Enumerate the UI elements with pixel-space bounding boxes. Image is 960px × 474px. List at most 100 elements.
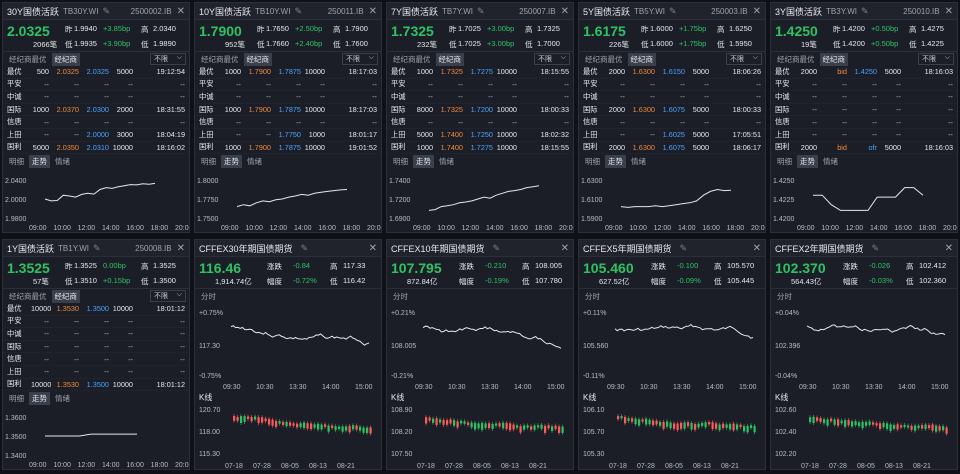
cell: -- [458, 117, 463, 127]
edit-icon[interactable]: ✎ [669, 5, 677, 16]
tab-sentiment[interactable]: 情绪 [55, 156, 70, 166]
edit-icon[interactable]: ✎ [861, 5, 869, 16]
close-icon[interactable]: ✕ [752, 5, 761, 17]
change: -0.026 [869, 261, 891, 270]
candle [257, 417, 260, 424]
tab-trend[interactable]: 走势 [797, 154, 818, 168]
filter-select[interactable]: 不限 ⌵ [534, 53, 570, 65]
candle [725, 424, 728, 428]
candle [750, 425, 753, 428]
candle [851, 421, 854, 427]
cell: 10000 [31, 304, 52, 314]
tab-detail[interactable]: 明细 [777, 156, 792, 166]
tab-best[interactable]: 经纪商最优 [585, 54, 623, 64]
x-tick: 07-28 [637, 463, 655, 470]
kline-label: K线 [583, 392, 596, 403]
tab-trend[interactable]: 走势 [413, 154, 434, 168]
cell: 最优 [7, 303, 22, 313]
tab-detail[interactable]: 明细 [393, 156, 408, 166]
tab-detail[interactable]: 明细 [9, 393, 24, 403]
x-tick: 15:00 [355, 384, 373, 391]
tab-sentiment[interactable]: 情绪 [823, 156, 838, 166]
fenshi-label[interactable]: 分时 [585, 291, 600, 301]
tab-detail[interactable]: 明细 [585, 156, 600, 166]
edit-icon[interactable]: ✎ [679, 242, 688, 253]
trend-line [44, 182, 156, 202]
filter-select[interactable]: 不限 ⌵ [150, 290, 186, 302]
tab-broker[interactable]: 经纪商 [51, 289, 80, 303]
tab-sentiment[interactable]: 情绪 [631, 156, 646, 166]
high: 102.412 [919, 261, 947, 270]
tab-detail[interactable]: 明细 [9, 156, 24, 166]
cell: -- [236, 130, 241, 140]
tab-trend[interactable]: 走势 [221, 154, 242, 168]
fenshi-label[interactable]: 分时 [201, 291, 216, 301]
cell: -- [296, 79, 301, 89]
y-tick: 1.4200 [773, 216, 795, 223]
edit-icon[interactable]: ✎ [871, 242, 880, 253]
cell: 18:16:03 [924, 67, 953, 77]
quote-row: 国际 1000 1.7900 1.7875 10000 18:17:03 [195, 104, 381, 117]
close-icon[interactable]: ✕ [944, 242, 953, 254]
tab-detail[interactable]: 明细 [201, 156, 216, 166]
tab-broker[interactable]: 经纪商 [627, 52, 656, 66]
filter-select[interactable]: 不限 ⌵ [150, 53, 186, 65]
close-icon[interactable]: ✕ [560, 5, 569, 17]
y-tick: 1.3400 [5, 453, 27, 460]
filter-select[interactable]: 不限 ⌵ [342, 53, 378, 65]
close-icon[interactable]: ✕ [560, 242, 569, 254]
tab-best[interactable]: 经纪商最优 [393, 54, 431, 64]
edit-icon[interactable]: ✎ [477, 5, 485, 16]
tab-sentiment[interactable]: 情绪 [55, 393, 70, 403]
candle [715, 423, 718, 429]
candle [352, 425, 355, 430]
panel-title: CFFEX10年期国债期货 [391, 243, 485, 254]
x-tick: 08-21 [721, 463, 739, 470]
x-tick: 14:00 [102, 225, 120, 232]
tab-best[interactable]: 经纪商最优 [201, 54, 239, 64]
cell: 5000 [692, 142, 709, 152]
filter-select[interactable]: 不限 ⌵ [918, 53, 954, 65]
y-tick: 1.9800 [5, 216, 27, 223]
fenshi-label[interactable]: 分时 [393, 291, 408, 301]
close-icon[interactable]: ✕ [368, 5, 377, 17]
tab-best[interactable]: 经纪商最优 [9, 291, 47, 301]
close-icon[interactable]: ✕ [368, 242, 377, 254]
low-value: 1.7660 [266, 39, 289, 48]
y-tick: 1.3500 [5, 434, 27, 441]
edit-icon[interactable]: ✎ [492, 242, 501, 253]
filter-select[interactable]: 不限 ⌵ [726, 53, 762, 65]
close-icon[interactable]: ✕ [176, 5, 185, 17]
candle [432, 418, 435, 423]
cell: -- [812, 79, 817, 89]
tab-sentiment[interactable]: 情绪 [247, 156, 262, 166]
edit-icon[interactable]: ✎ [300, 242, 309, 253]
close-icon[interactable]: ✕ [944, 5, 953, 17]
cell: 国际 [583, 104, 598, 114]
quote-row: 平安 -- -- -- -- -- [771, 79, 957, 92]
tab-broker[interactable]: 经纪商 [51, 52, 80, 66]
tab-best[interactable]: 经纪商最优 [777, 54, 815, 64]
edit-icon[interactable]: ✎ [93, 242, 101, 253]
cell: -- [458, 79, 463, 89]
tab-broker[interactable]: 经纪商 [819, 52, 848, 66]
cell: -- [896, 105, 901, 115]
edit-icon[interactable]: ✎ [294, 5, 302, 16]
tab-broker[interactable]: 经纪商 [435, 52, 464, 66]
close-icon[interactable]: ✕ [752, 242, 761, 254]
tab-best[interactable]: 经纪商最优 [9, 54, 47, 64]
cell: 5000 [416, 130, 433, 140]
tab-trend[interactable]: 走势 [29, 154, 50, 168]
chart-tabs: 明细 走势 情绪 [3, 391, 189, 405]
label-gao: 高 [333, 25, 341, 34]
fenshi-label[interactable]: 分时 [777, 291, 792, 301]
x-tick: 08-13 [309, 463, 327, 470]
tab-sentiment[interactable]: 情绪 [439, 156, 454, 166]
tab-trend[interactable]: 走势 [29, 391, 50, 405]
close-icon[interactable]: ✕ [176, 242, 185, 254]
tab-broker[interactable]: 经纪商 [243, 52, 272, 66]
label-di: 低 [330, 277, 338, 286]
edit-icon[interactable]: ✎ [102, 5, 110, 16]
candle [516, 425, 519, 428]
tab-trend[interactable]: 走势 [605, 154, 626, 168]
